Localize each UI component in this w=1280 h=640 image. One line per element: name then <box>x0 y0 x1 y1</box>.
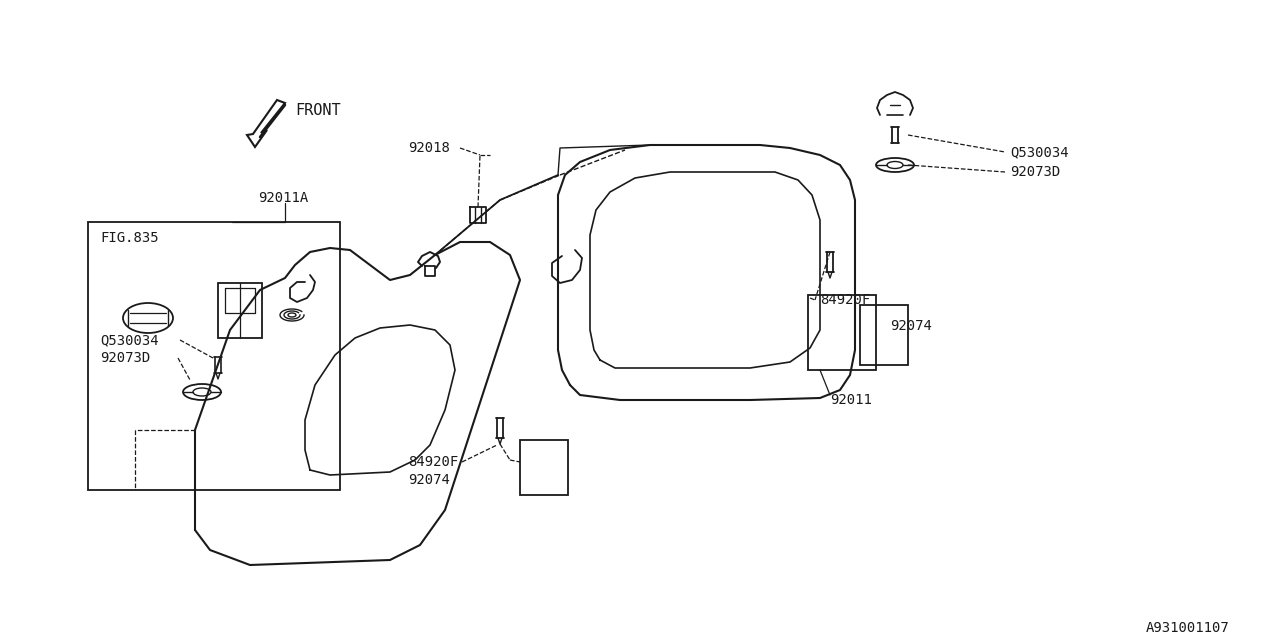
Text: Q530034: Q530034 <box>100 333 159 347</box>
Text: 92073D: 92073D <box>100 351 150 365</box>
Text: 92074: 92074 <box>890 319 932 333</box>
Text: Q530034: Q530034 <box>1010 145 1069 159</box>
Text: 84920F: 84920F <box>820 293 870 307</box>
Bar <box>808 295 876 370</box>
Text: 92011: 92011 <box>829 393 872 407</box>
Text: 92018: 92018 <box>408 141 449 155</box>
Text: 92011A: 92011A <box>259 191 308 205</box>
Text: A931001107: A931001107 <box>1147 621 1230 635</box>
Bar <box>218 283 262 338</box>
Bar <box>88 222 340 490</box>
Text: 92073D: 92073D <box>1010 165 1060 179</box>
Text: 92074: 92074 <box>408 473 449 487</box>
Text: FRONT: FRONT <box>294 102 340 118</box>
Bar <box>520 440 568 495</box>
Bar <box>860 305 908 365</box>
Text: FIG.835: FIG.835 <box>100 231 159 245</box>
Text: 84920F: 84920F <box>408 455 458 469</box>
Polygon shape <box>247 100 285 147</box>
